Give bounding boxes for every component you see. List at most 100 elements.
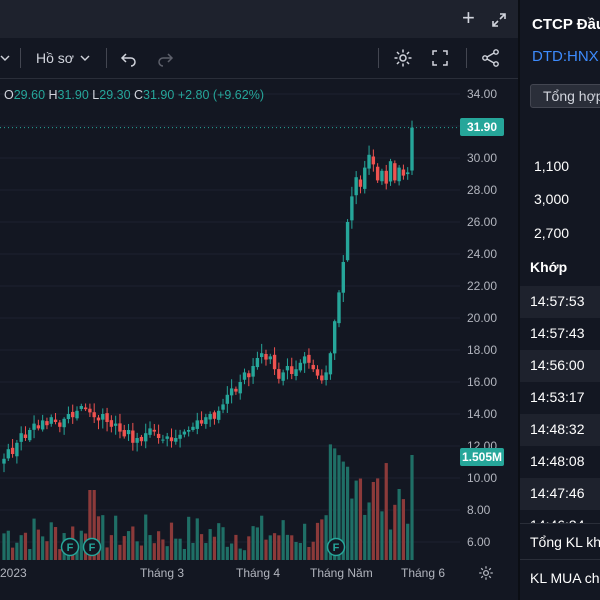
candle-body xyxy=(109,420,114,427)
event-marker-label: F xyxy=(333,542,340,554)
list-item: 14:47:46 xyxy=(520,478,600,510)
volume-bar xyxy=(307,546,311,560)
volume-bar xyxy=(397,488,401,560)
list-item: 14:53:17 xyxy=(520,382,600,414)
event-marker-circle xyxy=(326,537,346,557)
total-volume-row: Tổng KL khớp xyxy=(520,523,600,560)
volume-bar xyxy=(285,534,290,560)
divider xyxy=(106,48,107,68)
price-tick-label: 30.00 xyxy=(467,151,498,165)
volume-bar xyxy=(363,514,367,560)
total-volume-label: Tổng KL khớp xyxy=(530,534,600,550)
volume-bar xyxy=(217,523,221,560)
ohlc-legend: O29.60 H31.90 L29.30 C31.90 +2.80 (+9.62… xyxy=(4,88,264,102)
volume-bar xyxy=(23,532,28,560)
expand-icon[interactable] xyxy=(490,11,508,29)
candle-body xyxy=(255,358,260,368)
event-marker: F xyxy=(326,537,346,557)
matched-section-title: Khớp xyxy=(530,259,568,275)
volume-bar xyxy=(341,461,345,560)
price-tick-label: 16.00 xyxy=(467,375,498,389)
volume-bar xyxy=(58,549,62,560)
candle-body xyxy=(406,172,410,175)
trade-time: 14:48:32 xyxy=(530,421,585,437)
candle-body xyxy=(75,410,79,419)
time-tick-label: Tháng 6 xyxy=(401,566,446,580)
event-marker-label: F xyxy=(67,542,74,554)
candle-body xyxy=(264,353,268,360)
axis-settings-icon[interactable] xyxy=(478,565,494,581)
divider xyxy=(20,48,21,68)
candle-body xyxy=(92,412,96,418)
template-dropdown[interactable]: Hồ sơ xyxy=(36,38,90,78)
chevron-down-icon xyxy=(80,55,90,61)
top-bar: + xyxy=(0,0,518,39)
candle-body xyxy=(144,433,148,442)
candle-body xyxy=(139,436,144,442)
candle-body xyxy=(152,429,157,432)
volume-bar xyxy=(406,523,410,560)
undo-button[interactable] xyxy=(120,38,138,78)
volume-tag: 1.505M xyxy=(460,448,504,466)
candle-body xyxy=(122,430,126,437)
volume-bar xyxy=(191,542,195,560)
volume-bar xyxy=(182,548,186,560)
share-button[interactable] xyxy=(481,38,501,78)
ticker-link[interactable]: DTD:HNX xyxy=(532,48,599,65)
trade-time: 14:53:17 xyxy=(530,389,585,405)
low-value: 29.30 xyxy=(99,88,131,102)
candle-body xyxy=(199,420,204,424)
volume-bar xyxy=(174,538,178,560)
candle-body xyxy=(294,369,298,376)
volume-bar xyxy=(324,515,328,560)
candle-body xyxy=(212,412,217,419)
toolbar-dropdown-partial[interactable] xyxy=(0,38,10,78)
time-tick-label: Tháng Năm xyxy=(310,566,373,580)
list-item: 14:57:53 xyxy=(520,286,600,318)
candle-body xyxy=(148,428,152,435)
candle-body xyxy=(363,167,367,189)
volume-bar xyxy=(32,518,36,560)
candle-body xyxy=(307,354,311,363)
candle-body xyxy=(161,439,165,441)
volume-bar xyxy=(384,463,388,560)
summary-button[interactable]: Tổng hợp xyxy=(530,84,600,108)
volume-bar xyxy=(358,478,363,560)
redo-button[interactable] xyxy=(156,38,174,78)
volume-bar xyxy=(234,534,238,560)
candle-body xyxy=(96,417,101,421)
candle-body xyxy=(302,356,307,364)
summary-value: 2,700 xyxy=(534,225,570,241)
candle-body xyxy=(238,382,242,394)
candle-body xyxy=(101,414,105,420)
candle-body xyxy=(40,420,45,430)
fullscreen-button[interactable] xyxy=(431,38,449,78)
settings-button[interactable] xyxy=(393,38,413,78)
event-marker: F xyxy=(82,537,102,557)
candle-body xyxy=(285,366,290,371)
candle-body xyxy=(88,408,92,413)
candle-body xyxy=(259,353,264,357)
volume-bar xyxy=(247,536,251,560)
volume-bar xyxy=(380,511,384,560)
candle-body xyxy=(350,196,354,221)
volume-bar xyxy=(333,448,337,560)
volume-bar xyxy=(320,519,324,560)
time-tick-label: 2023 xyxy=(0,566,27,580)
plus-icon[interactable]: + xyxy=(462,5,475,30)
volume-bar xyxy=(290,535,294,560)
candle-body xyxy=(204,417,208,425)
candle-body xyxy=(272,354,277,370)
volume-bar xyxy=(49,522,53,560)
volume-bar xyxy=(255,527,259,560)
candle-body xyxy=(311,364,315,370)
trade-time: 14:57:43 xyxy=(530,325,585,341)
candle-body xyxy=(83,407,88,410)
candle-body xyxy=(2,458,6,464)
price-tick-label: 28.00 xyxy=(467,183,498,197)
candle-body xyxy=(19,433,23,442)
volume-bar xyxy=(45,541,49,560)
volume-bar xyxy=(410,455,414,560)
candle-body xyxy=(165,436,169,439)
